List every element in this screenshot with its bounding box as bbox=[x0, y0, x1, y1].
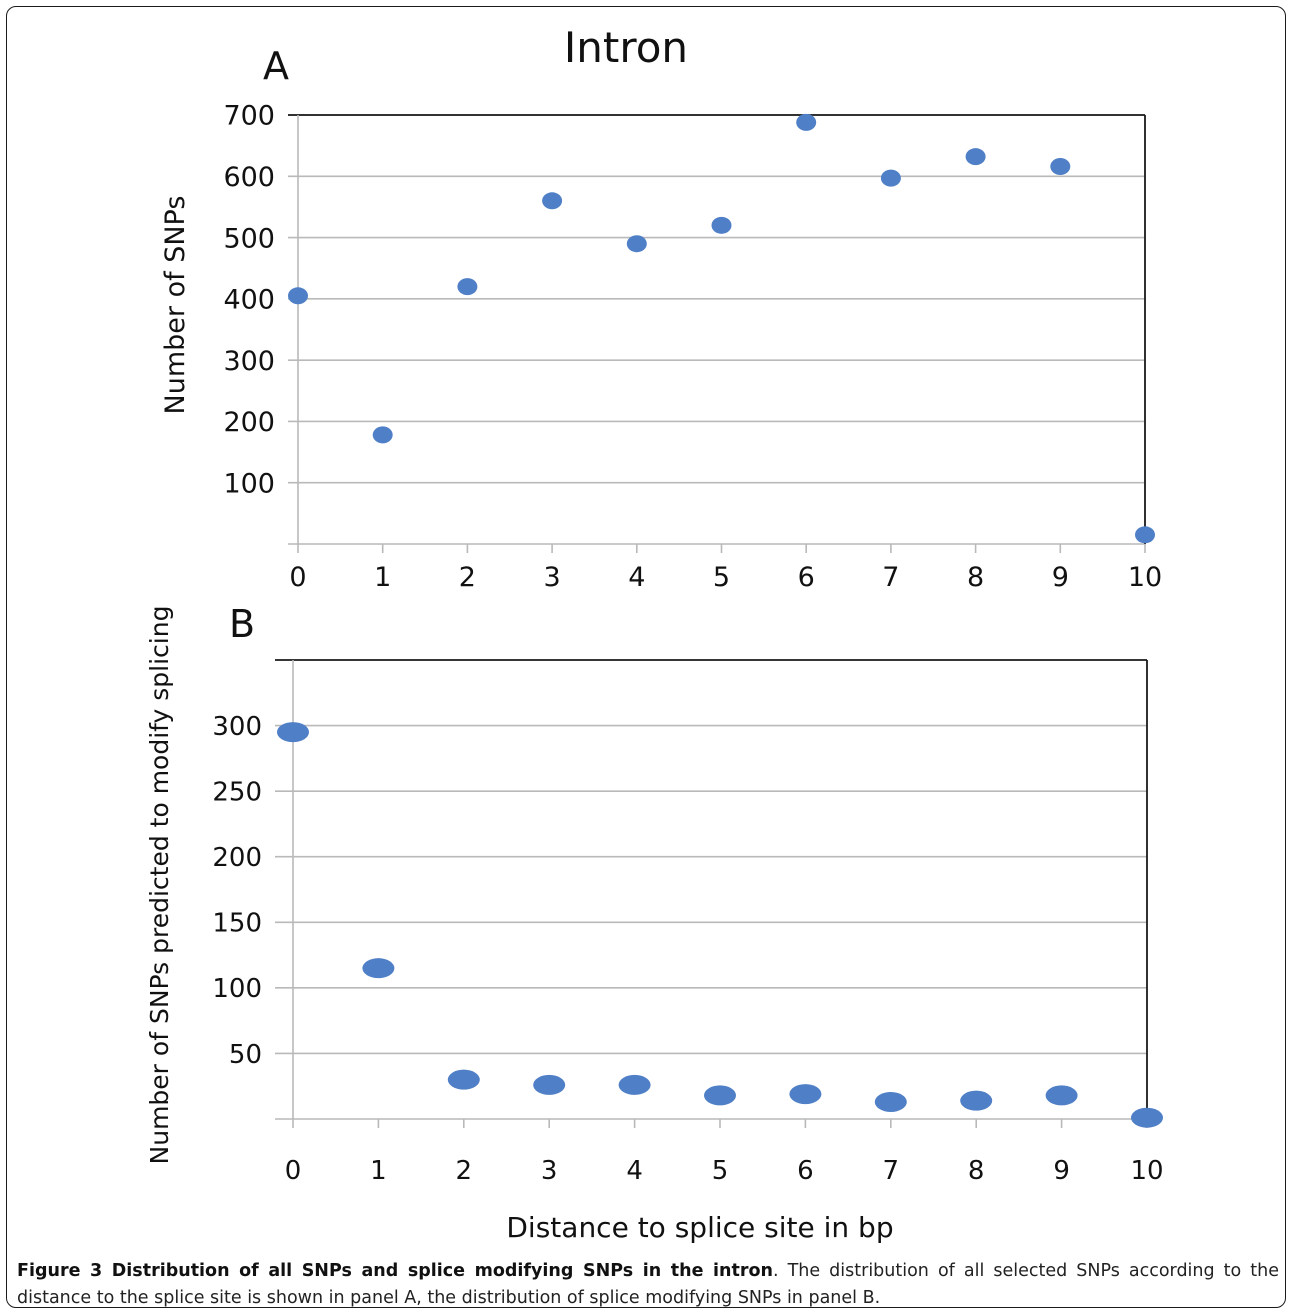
panel-a-x-tick-label: 3 bbox=[544, 562, 561, 593]
panel-b-x-tick-label: 2 bbox=[456, 1156, 473, 1186]
panel-b-x-tick-label: 6 bbox=[797, 1156, 814, 1186]
panel-b-x-tick-label: 1 bbox=[370, 1156, 387, 1186]
panel-a-x-tick-label: 10 bbox=[1128, 562, 1162, 593]
panel-b-y-tick-label: 150 bbox=[212, 909, 262, 939]
panel-a-plot: 100 200 300 400 500 600 700 0 1 2 3 4 5 6 7 8 9 10 bbox=[223, 101, 1162, 593]
panel-b-y-tick-label: 250 bbox=[212, 778, 262, 808]
panel-a-label: A bbox=[263, 44, 289, 88]
panel-b-data-point bbox=[704, 1085, 736, 1106]
panel-b-data-point bbox=[1131, 1107, 1163, 1128]
panel-a-data-point bbox=[965, 148, 986, 166]
figure-caption: Figure 3 Distribution of all SNPs and sp… bbox=[17, 1258, 1279, 1312]
panel-b-y-tick-label: 200 bbox=[212, 843, 262, 873]
panel-b-data-point bbox=[789, 1084, 822, 1105]
panel-b-data-point bbox=[960, 1090, 993, 1111]
panel-b-x-tick-label: 5 bbox=[712, 1156, 729, 1186]
panel-b-label: B bbox=[229, 602, 255, 646]
panel-b-y-axis-label: Number of SNPs predicted to modify splic… bbox=[145, 606, 174, 1165]
panel-a-y-tick-label: 300 bbox=[223, 346, 275, 377]
panel-b-x-tick-label: 8 bbox=[968, 1156, 985, 1186]
caption-body: . The distribution of all selected SNPs … bbox=[17, 1261, 1279, 1308]
panel-a-data-point bbox=[288, 287, 308, 305]
panel-a-x-tick-label: 2 bbox=[459, 562, 476, 593]
panel-b-data-point bbox=[874, 1091, 907, 1112]
panel-b-data-point bbox=[362, 958, 395, 979]
panel-a-x-tick-label: 4 bbox=[628, 562, 645, 593]
panel-a-x-tick-label: 1 bbox=[374, 562, 391, 593]
panel-a-x-tick-label: 5 bbox=[713, 562, 730, 593]
panel-a-x-tick-label: 0 bbox=[289, 562, 306, 593]
panel-b-x-tick-label: 0 bbox=[285, 1156, 302, 1186]
panel-b-data-point bbox=[1045, 1085, 1078, 1106]
panel-a-data-point bbox=[1050, 157, 1071, 175]
panel-a-x-tick-label: 9 bbox=[1052, 562, 1069, 593]
panel-a-y-tick-label: 500 bbox=[223, 223, 275, 254]
panel-a-data-point bbox=[796, 113, 817, 131]
shared-x-axis-label: Distance to splice site in bp bbox=[506, 1211, 893, 1244]
panel-a-data-point bbox=[711, 216, 732, 234]
panel-a-data-point bbox=[880, 169, 901, 187]
panel-b-x-tick-label: 7 bbox=[883, 1156, 900, 1186]
figure-super-title: Intron bbox=[564, 23, 688, 72]
panel-b-y-tick-label: 100 bbox=[212, 974, 262, 1004]
caption-title: Figure 3 Distribution of all SNPs and sp… bbox=[17, 1261, 773, 1281]
panel-b-data-point bbox=[277, 722, 309, 743]
panel-a-data-point bbox=[372, 426, 393, 444]
panel-b-x-tick-label: 9 bbox=[1053, 1156, 1070, 1186]
panel-b-data-point bbox=[618, 1074, 651, 1095]
panel-b-x-tick-label: 10 bbox=[1130, 1156, 1163, 1186]
panel-a-x-tick-label: 8 bbox=[967, 562, 984, 593]
panel-b-data-point bbox=[533, 1074, 566, 1095]
panel-a-data-point bbox=[542, 192, 563, 210]
panel-a-y-tick-label: 100 bbox=[223, 468, 275, 499]
panel-a-y-axis-label: Number of SNPs bbox=[160, 196, 191, 415]
panel-b-plot: 50 100 150 200 250 300 0 1 2 3 4 5 6 7 8 9 10 bbox=[212, 659, 1164, 1186]
panel-a-data-point bbox=[1135, 526, 1155, 544]
panel-a-y-tick-label: 200 bbox=[223, 407, 275, 438]
panel-a-x-tick-label: 7 bbox=[882, 562, 899, 593]
panel-a-y-tick-label: 600 bbox=[223, 162, 275, 193]
panel-b-x-tick-label: 3 bbox=[541, 1156, 558, 1186]
panel-a-y-tick-label: 400 bbox=[223, 285, 275, 316]
panel-b-x-tick-label: 4 bbox=[626, 1156, 643, 1186]
panel-a-x-tick-label: 6 bbox=[798, 562, 815, 593]
panel-b-y-tick-label: 50 bbox=[229, 1040, 262, 1070]
panel-a-y-tick-label: 700 bbox=[223, 101, 275, 132]
panel-b-y-tick-label: 300 bbox=[212, 712, 262, 742]
panel-b-data-point bbox=[447, 1069, 480, 1090]
panel-a-data-point bbox=[626, 235, 647, 253]
panel-a-data-point bbox=[457, 278, 478, 296]
